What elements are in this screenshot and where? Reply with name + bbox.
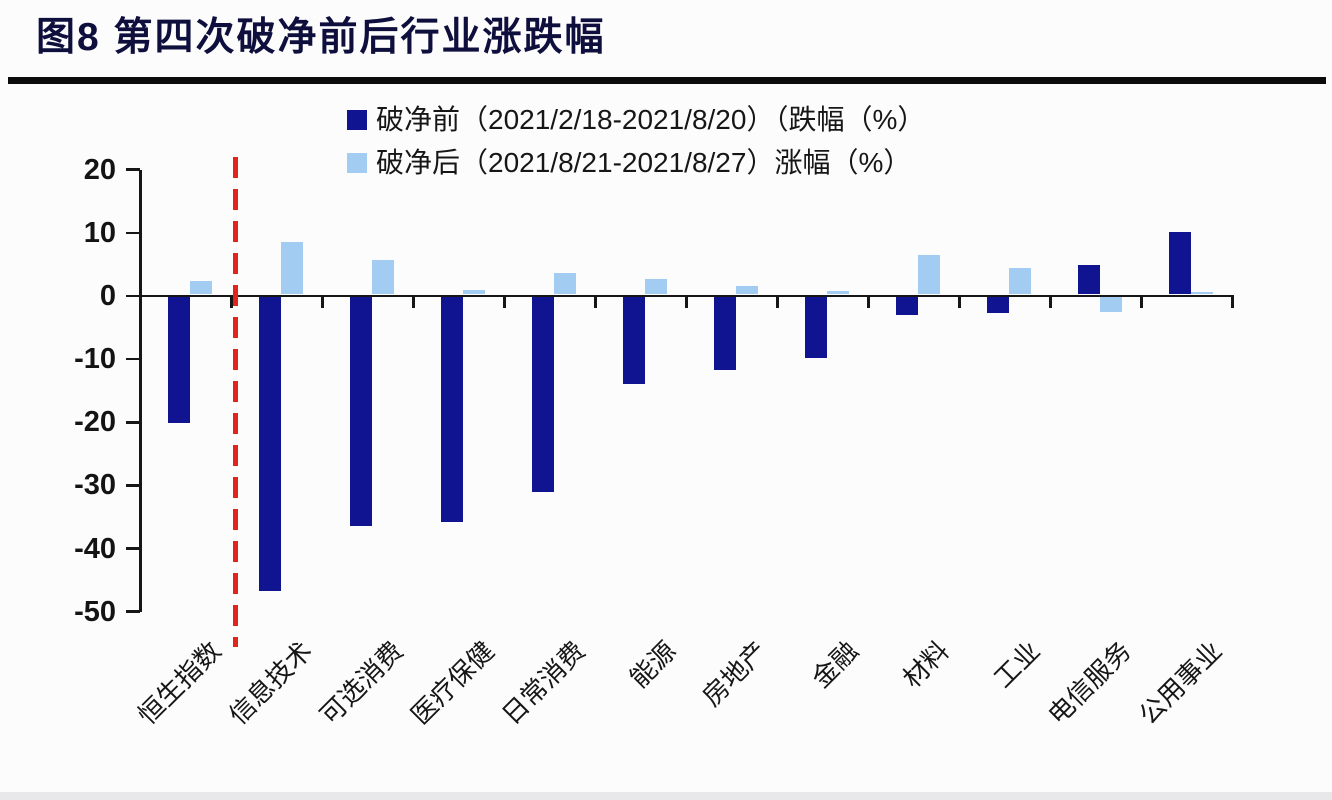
x-tick xyxy=(412,297,415,308)
bar-after-5 xyxy=(645,278,667,295)
x-tick xyxy=(503,297,506,308)
y-tick-label: -30 xyxy=(74,469,116,502)
x-tick xyxy=(1049,297,1052,308)
y-tick xyxy=(126,547,140,550)
page-bottom-strip xyxy=(0,792,1332,800)
y-tick xyxy=(126,484,140,487)
x-tick xyxy=(139,297,142,308)
x-tick xyxy=(776,297,779,308)
x-tick xyxy=(1231,297,1234,308)
bar-before-10 xyxy=(1078,265,1100,295)
bar-before-4 xyxy=(532,297,554,493)
x-tick xyxy=(321,297,324,308)
y-tick-label: 10 xyxy=(83,216,116,249)
bar-after-9 xyxy=(1009,267,1031,295)
legend-item-before: 破净前（2021/2/18-2021/8/20）（跌幅（%） xyxy=(347,103,925,137)
chart-legend: 破净前（2021/2/18-2021/8/20）（跌幅（%） 破净后（2021/… xyxy=(347,103,925,189)
bar-after-10 xyxy=(1100,297,1122,312)
bar-before-6 xyxy=(714,297,736,370)
y-tick xyxy=(126,294,140,298)
bar-before-9 xyxy=(987,297,1009,313)
x-tick xyxy=(594,297,597,308)
x-axis-line xyxy=(139,294,1234,297)
y-tick-label: -20 xyxy=(74,406,116,439)
y-tick xyxy=(126,610,140,613)
legend-swatch-before xyxy=(347,110,367,130)
bar-after-2 xyxy=(372,260,394,295)
bar-after-6 xyxy=(736,285,758,295)
x-tick xyxy=(958,297,961,308)
x-tick xyxy=(230,297,233,308)
y-tick-label: -50 xyxy=(74,595,116,628)
y-tick-label: -40 xyxy=(74,532,116,565)
y-tick-label: -10 xyxy=(74,343,116,376)
y-tick xyxy=(126,357,140,361)
bar-before-0 xyxy=(168,297,190,424)
y-tick-label: 0 xyxy=(99,280,116,312)
legend-label-before: 破净前（2021/2/18-2021/8/20）（跌幅（%） xyxy=(376,104,926,135)
bar-before-1 xyxy=(259,297,281,592)
bar-before-5 xyxy=(623,297,645,385)
y-tick xyxy=(126,421,140,424)
bar-after-0 xyxy=(190,280,212,295)
bar-after-3 xyxy=(463,290,485,295)
bar-after-1 xyxy=(281,242,303,295)
bar-before-3 xyxy=(441,297,463,522)
x-tick xyxy=(685,297,688,308)
bar-after-8 xyxy=(918,255,940,295)
breaknet-divider-line xyxy=(233,157,238,647)
figure-title: 图8 第四次破净前后行业涨跌幅 xyxy=(36,16,606,59)
y-tick xyxy=(126,231,140,235)
legend-label-after: 破净后（2021/8/21-2021/8/27）涨幅（%） xyxy=(376,147,912,178)
bar-before-7 xyxy=(805,297,827,358)
bar-after-4 xyxy=(554,273,576,295)
bar-after-7 xyxy=(827,291,849,295)
y-tick xyxy=(126,168,140,171)
bar-before-11 xyxy=(1169,231,1191,295)
bar-before-2 xyxy=(350,297,372,526)
y-tick-label: 20 xyxy=(83,153,116,186)
bar-after-11 xyxy=(1191,291,1213,295)
x-tick xyxy=(1140,297,1143,308)
y-axis-line xyxy=(139,169,142,612)
x-tick xyxy=(867,297,870,308)
legend-swatch-after xyxy=(347,153,367,173)
bar-before-8 xyxy=(896,297,918,316)
title-divider xyxy=(8,77,1326,84)
legend-item-after: 破净后（2021/8/21-2021/8/27）涨幅（%） xyxy=(347,146,925,180)
